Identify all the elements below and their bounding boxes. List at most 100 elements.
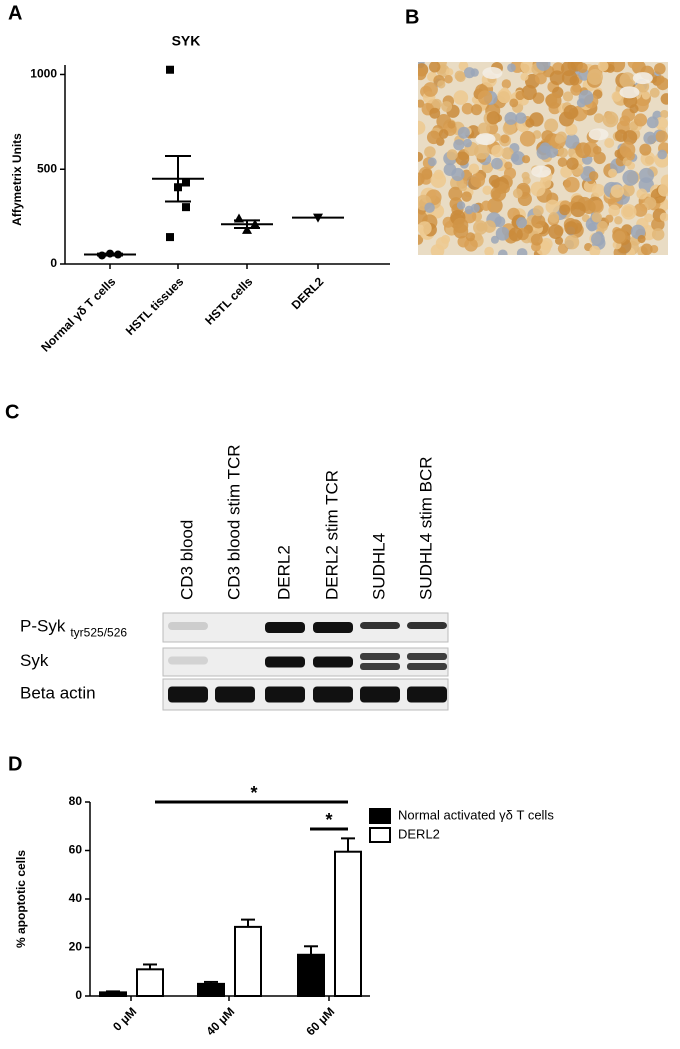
- cell: [651, 217, 665, 232]
- annotation: *: [250, 783, 257, 803]
- cell: [539, 176, 552, 189]
- cell: [509, 98, 519, 108]
- cell: [531, 214, 546, 229]
- cell: [558, 147, 569, 158]
- blot-band: [313, 656, 353, 668]
- cell: [569, 75, 580, 86]
- cell: [476, 222, 486, 232]
- cell: [522, 176, 531, 185]
- lane-label: DERL2: [274, 545, 293, 600]
- cell: [548, 224, 564, 240]
- cell: [564, 133, 580, 149]
- cell: [521, 84, 537, 101]
- blot-band: [407, 622, 447, 629]
- cell: [486, 111, 500, 125]
- cell: [446, 149, 458, 161]
- blot-band: [407, 686, 447, 703]
- cell: [570, 201, 586, 218]
- cell: [470, 172, 486, 188]
- cell: [539, 142, 551, 154]
- cell: [491, 157, 503, 170]
- cell: [490, 235, 499, 244]
- cell: [512, 188, 523, 199]
- lane-label: CD3 blood: [177, 520, 196, 600]
- cell: [589, 245, 601, 255]
- cell: [418, 120, 426, 135]
- blot-band: [168, 622, 208, 630]
- cell: [575, 142, 592, 159]
- row-label-text: Syk: [20, 651, 49, 670]
- panel-label: C: [5, 401, 19, 423]
- y-axis-label: % apoptotic cells: [14, 850, 28, 948]
- bar: [334, 850, 362, 998]
- cell: [614, 216, 623, 225]
- cell: [597, 220, 608, 232]
- cell: [654, 62, 666, 75]
- cell: [545, 199, 560, 214]
- cell: [424, 146, 436, 158]
- cell: [453, 90, 469, 105]
- data-point: [166, 65, 174, 74]
- cell: [641, 91, 651, 100]
- cell: [483, 220, 496, 233]
- cell: [428, 62, 441, 73]
- cell: [637, 235, 646, 244]
- legend-label: DERL2: [398, 826, 440, 841]
- cell: [588, 171, 599, 181]
- cell: [491, 179, 500, 189]
- chart-title: SYK: [172, 33, 201, 49]
- blot-band: [215, 686, 255, 703]
- x-tick-label: 40 μM: [203, 1004, 237, 1038]
- cell: [454, 70, 466, 81]
- vessel: [632, 72, 653, 85]
- bar: [234, 925, 262, 998]
- cell: [548, 212, 560, 223]
- cell: [484, 246, 494, 255]
- row-label-text: P-Syk: [20, 617, 66, 636]
- x-tick-label: HSTL cells: [202, 274, 255, 327]
- cell: [557, 243, 569, 254]
- blot-band: [360, 653, 400, 660]
- cell: [608, 204, 620, 217]
- cell: [608, 168, 618, 178]
- cell: [491, 189, 501, 200]
- cell: [646, 116, 659, 129]
- cell: [572, 83, 582, 93]
- cell: [621, 204, 637, 220]
- cell: [564, 234, 580, 250]
- y-tick-label: 60: [69, 843, 83, 857]
- panel-label: D: [8, 753, 22, 775]
- cell: [463, 67, 475, 79]
- cell: [426, 130, 441, 145]
- blot-strip: [162, 678, 449, 711]
- cell: [511, 151, 526, 166]
- cell: [497, 249, 508, 255]
- cell: [520, 62, 536, 74]
- blot-band: [407, 653, 447, 660]
- cell: [516, 217, 528, 229]
- cell: [622, 169, 639, 186]
- cell: [477, 90, 493, 105]
- y-tick-label: 0: [50, 256, 57, 270]
- cell: [592, 145, 602, 155]
- x-tick-label: DERL2: [289, 274, 327, 312]
- cell: [562, 91, 574, 102]
- cell: [577, 62, 588, 74]
- cell: [507, 63, 516, 73]
- cell: [456, 201, 466, 210]
- cell: [534, 72, 547, 85]
- data-point: [182, 203, 190, 212]
- cell: [418, 221, 432, 236]
- cell: [659, 212, 668, 222]
- cell: [619, 115, 631, 127]
- cell: [470, 203, 480, 213]
- cell: [451, 167, 465, 182]
- row-label-subscript: tyr525/526: [70, 626, 127, 640]
- cell: [593, 151, 606, 165]
- row-label-text: Beta actin: [20, 684, 96, 703]
- cell: [554, 236, 564, 245]
- annotation: *: [325, 810, 332, 830]
- cell: [656, 75, 665, 84]
- cell: [438, 129, 449, 139]
- cell: [457, 126, 470, 139]
